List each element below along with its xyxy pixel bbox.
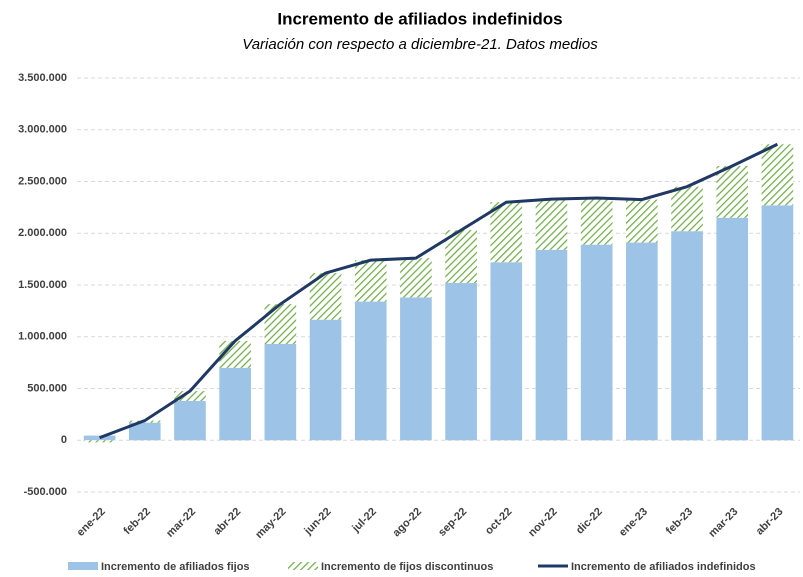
x-tick-label: jul-22 <box>349 506 379 536</box>
x-tick-label: may-22 <box>253 506 288 541</box>
legend-item: Incremento de afiliados indefinidos <box>538 561 756 573</box>
bar <box>535 249 568 441</box>
legend-swatch <box>68 562 98 570</box>
x-tick-label: abr-23 <box>754 506 786 538</box>
bar <box>83 435 116 441</box>
bar <box>626 242 658 441</box>
bar <box>671 231 703 441</box>
bar <box>264 304 297 344</box>
legend-swatch <box>288 562 318 570</box>
x-tick-label: jun-22 <box>302 506 334 538</box>
y-tick-label: 2.500.000 <box>18 175 67 187</box>
x-tick-label: oct-22 <box>483 506 514 537</box>
bar <box>400 258 432 298</box>
x-tick-label: feb-23 <box>664 506 695 537</box>
legend-label: Incremento de fijos discontinuos <box>321 561 493 572</box>
bar <box>761 205 794 441</box>
bar <box>490 262 523 441</box>
bar <box>400 297 432 441</box>
bar <box>445 230 477 283</box>
x-tick-label: sep-22 <box>436 506 469 539</box>
bar <box>174 391 206 401</box>
bar <box>490 202 523 263</box>
y-tick-label: 500.000 <box>27 382 67 394</box>
bar <box>354 301 387 441</box>
y-tick-label: 0 <box>61 434 67 446</box>
bar <box>671 186 703 232</box>
x-tick-label: mar-23 <box>706 506 740 540</box>
x-tick-label: ene-22 <box>75 506 108 539</box>
x-tick-label: feb-22 <box>122 506 153 537</box>
x-tick-label: ene-23 <box>617 506 650 539</box>
bar <box>535 199 568 250</box>
x-tick-label: ago-22 <box>391 506 425 540</box>
bar <box>83 440 116 443</box>
x-tick-label: nov-22 <box>526 506 560 540</box>
x-tick-label: dic-22 <box>574 506 605 537</box>
bar <box>354 260 387 302</box>
legend-label: Incremento de afiliados indefinidos <box>571 561 756 572</box>
bar <box>445 282 477 441</box>
y-tick-label: 1.500.000 <box>18 279 67 291</box>
legend-item: Incremento de afiliados fijos <box>68 561 250 573</box>
y-tick-label: -500.000 <box>24 486 67 498</box>
bar <box>716 165 749 218</box>
x-tick-label: abr-22 <box>211 506 243 538</box>
y-tick-label: 3.500.000 <box>18 72 67 84</box>
bar <box>580 244 613 441</box>
bar <box>626 199 658 243</box>
bar <box>716 217 749 441</box>
y-tick-label: 1.000.000 <box>18 331 67 343</box>
line <box>99 142 779 440</box>
y-tick-label: 2.000.000 <box>18 227 67 239</box>
y-tick-label: 3.000.000 <box>18 124 67 136</box>
chart-subtitle: Variación con respecto a diciembre-21. D… <box>242 36 598 53</box>
bar <box>309 319 342 441</box>
bar <box>128 422 161 441</box>
bar <box>580 198 613 245</box>
chart-title: Incremento de afiliados indefinidos <box>277 9 562 28</box>
bar <box>264 343 297 441</box>
bar <box>219 367 251 441</box>
bar <box>761 144 794 206</box>
legend-item: Incremento de fijos discontinuos <box>288 561 493 573</box>
bar <box>174 400 206 441</box>
x-tick-label: mar-22 <box>164 506 198 540</box>
legend-label: Incremento de afiliados fijos <box>101 561 250 572</box>
